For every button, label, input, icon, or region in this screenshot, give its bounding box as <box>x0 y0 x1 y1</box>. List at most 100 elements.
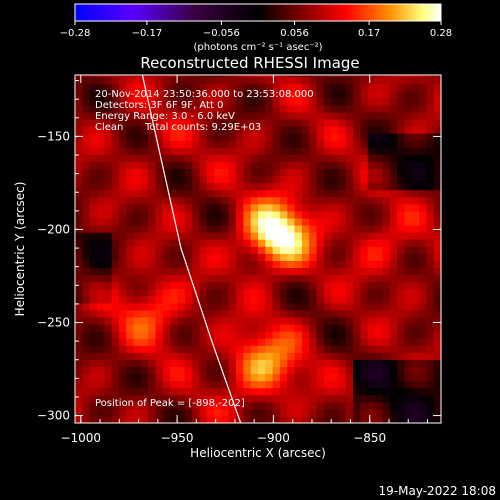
heatmap-cell <box>279 147 288 155</box>
heatmap-cell <box>184 288 193 297</box>
heatmap-cell <box>206 118 215 127</box>
heatmap-cell <box>309 203 318 212</box>
heatmap-cell <box>272 323 281 332</box>
heatmap-cell <box>441 140 449 148</box>
heatmap-cell <box>287 189 296 198</box>
heatmap-cell <box>250 302 259 311</box>
heatmap-cell <box>214 232 222 240</box>
heatmap-cell <box>301 408 310 417</box>
heatmap-cell <box>331 331 340 339</box>
heatmap-cell <box>170 133 179 141</box>
heatmap-cell <box>243 154 252 162</box>
heatmap-cell <box>75 288 83 297</box>
heatmap-cell <box>397 253 405 261</box>
heatmap-cell <box>301 161 310 170</box>
heatmap-cell <box>367 288 376 297</box>
heatmap-cell <box>206 288 215 297</box>
heatmap-cell <box>170 111 179 120</box>
heatmap-cell <box>170 345 179 353</box>
heatmap-cell <box>228 168 237 177</box>
heatmap-cell <box>345 161 354 170</box>
heatmap-cell <box>177 415 186 423</box>
heatmap-cell <box>250 168 259 177</box>
heatmap-cell <box>345 224 354 233</box>
heatmap-cell <box>265 274 274 283</box>
heatmap-cell <box>411 217 420 226</box>
heatmap-cell <box>441 395 449 403</box>
heatmap-cell <box>279 140 288 148</box>
heatmap-cell <box>279 394 288 403</box>
heatmap-cell <box>184 323 193 332</box>
heatmap-cell <box>162 281 171 290</box>
colorbar-tick-label: 0.28 <box>430 28 452 39</box>
heatmap-cell <box>323 125 332 134</box>
heatmap-cell <box>323 323 332 332</box>
colorbar-tick-label: 0.056 <box>280 28 309 39</box>
heatmap-cell <box>411 189 420 198</box>
heatmap-cell <box>287 267 296 276</box>
heatmap-cell <box>441 126 449 134</box>
heatmap-cell <box>184 182 193 191</box>
heatmap-cell <box>82 97 91 106</box>
heatmap-cell <box>177 331 186 339</box>
heatmap-cell <box>96 97 105 106</box>
heatmap-cell <box>360 125 369 134</box>
heatmap-cell <box>140 345 149 353</box>
heatmap-cell <box>148 224 157 233</box>
heatmap-cell <box>133 210 142 219</box>
heatmap-cell <box>360 189 369 198</box>
heatmap-cell <box>199 140 208 148</box>
heatmap-cell <box>82 380 91 389</box>
heatmap-cell <box>148 309 157 318</box>
heatmap-cell <box>148 359 157 368</box>
heatmap-cell <box>375 260 384 269</box>
footer-timestamp: 19-May-2022 18:08 <box>379 484 496 498</box>
heatmap-cell <box>221 239 230 247</box>
heatmap-cell <box>111 147 120 155</box>
heatmap-cell <box>301 97 310 106</box>
heatmap-cell <box>243 217 252 226</box>
heatmap-cell <box>426 338 435 346</box>
heatmap-cell <box>331 415 340 423</box>
heatmap-cell <box>433 281 441 290</box>
heatmap-cell <box>338 359 347 368</box>
heatmap-cell <box>411 309 420 318</box>
heatmap-cell <box>140 168 149 177</box>
heatmap-cell <box>133 133 142 141</box>
heatmap-cell <box>214 76 222 85</box>
heatmap-cell <box>236 288 244 297</box>
heatmap-cell <box>258 217 266 226</box>
heatmap-cell <box>214 302 222 311</box>
heatmap-cell <box>331 345 340 353</box>
heatmap-cell <box>96 75 105 78</box>
heatmap-cell <box>192 239 201 247</box>
heatmap-cell <box>118 373 127 382</box>
heatmap-cell <box>294 338 303 346</box>
heatmap-cell <box>162 387 171 396</box>
heatmap-cell <box>206 246 215 254</box>
heatmap-cell <box>206 147 215 155</box>
heatmap-cell <box>228 175 237 184</box>
heatmap-cell <box>389 415 398 423</box>
heatmap-cell <box>323 345 332 353</box>
heatmap-cell <box>162 253 171 261</box>
heatmap-cell <box>250 359 259 368</box>
heatmap-cell <box>75 246 83 254</box>
heatmap-cell <box>323 352 332 360</box>
heatmap-cell <box>111 133 120 141</box>
heatmap-cell <box>89 196 98 205</box>
heatmap-cell <box>192 401 201 410</box>
heatmap-cell <box>96 182 105 191</box>
heatmap-cell <box>206 168 215 177</box>
heatmap-cell <box>331 111 340 120</box>
heatmap-cell <box>411 281 420 290</box>
heatmap-cell <box>433 224 441 233</box>
heatmap-cell <box>192 274 201 283</box>
heatmap-cell <box>367 267 376 276</box>
heatmap-cell <box>316 217 325 226</box>
heatmap-cell <box>236 352 244 360</box>
heatmap-cell <box>96 281 105 290</box>
heatmap-cell <box>331 118 340 127</box>
heatmap-cell <box>345 253 354 261</box>
heatmap-cell <box>367 75 376 78</box>
